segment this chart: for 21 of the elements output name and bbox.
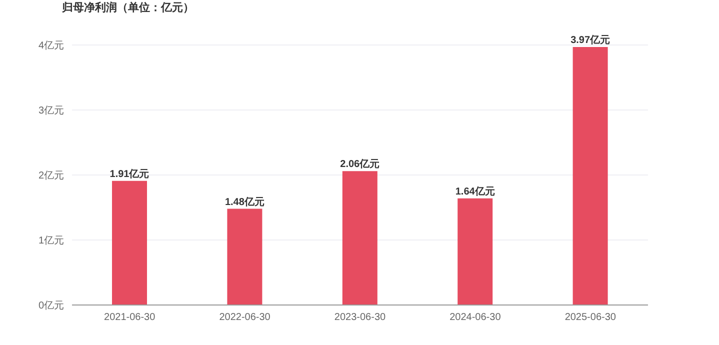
chart-title: 归母净利润（单位：亿元） — [62, 0, 194, 15]
x-tick-label: 2025-06-30 — [564, 312, 616, 324]
data-label: 1.48亿元 — [224, 196, 264, 208]
bar — [342, 171, 378, 305]
y-tick-label: 2亿元 — [38, 170, 64, 182]
y-tick-label: 0亿元 — [38, 300, 64, 312]
x-tick-label: 2024-06-30 — [450, 312, 502, 324]
bar — [572, 46, 608, 305]
data-label: 1.91亿元 — [110, 168, 150, 180]
x-tick-label: 2023-06-30 — [334, 312, 386, 324]
data-label: 1.64亿元 — [455, 185, 495, 198]
data-label: 3.97亿元 — [570, 34, 610, 46]
x-tick-label: 2022-06-30 — [219, 312, 271, 324]
y-tick-label: 1亿元 — [38, 236, 64, 247]
x-tick-label: 2021-06-30 — [104, 312, 156, 324]
y-tick-label: 3亿元 — [38, 106, 64, 117]
y-tick-label: 4亿元 — [38, 40, 64, 52]
bar — [112, 180, 147, 305]
data-label: 2.06亿元 — [340, 158, 380, 170]
bar — [458, 198, 493, 305]
bar — [227, 208, 262, 305]
